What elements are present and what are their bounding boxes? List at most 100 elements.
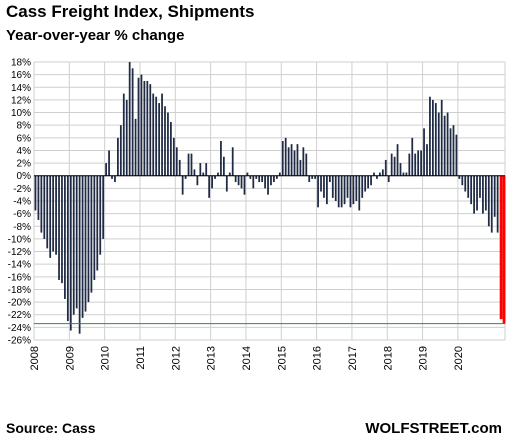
x-tick-label: 2017	[347, 346, 359, 370]
bar	[443, 115, 446, 176]
bar	[446, 112, 449, 176]
bar	[75, 175, 78, 309]
bar	[193, 169, 196, 176]
bar	[476, 175, 478, 211]
bar	[40, 175, 43, 233]
bar	[196, 175, 199, 186]
bar	[379, 172, 381, 176]
bar	[423, 128, 425, 176]
bar	[496, 175, 499, 233]
y-tick-label: 18%	[11, 58, 31, 69]
bar	[184, 175, 187, 179]
bar	[296, 144, 299, 176]
bar	[93, 175, 96, 280]
y-tick-label: -22%	[8, 310, 31, 321]
bar	[331, 175, 334, 198]
y-tick-label: -8%	[13, 222, 31, 233]
bar	[114, 175, 116, 183]
bar	[178, 159, 181, 176]
grid	[33, 61, 506, 341]
bar	[167, 112, 169, 176]
bar	[72, 175, 75, 315]
bar	[387, 175, 390, 183]
bar	[343, 175, 346, 205]
bar	[237, 175, 240, 186]
bar	[252, 175, 255, 189]
y-tick-label: -24%	[8, 323, 31, 334]
bar	[487, 175, 490, 227]
x-tick-label: 2020	[453, 346, 465, 370]
y-tick-label: 14%	[11, 83, 31, 94]
y-tick-label: 4%	[17, 146, 32, 157]
y-tick-label: 12%	[11, 95, 31, 106]
bar	[405, 172, 408, 176]
bar	[337, 175, 340, 208]
bar	[61, 175, 63, 284]
bar	[376, 175, 378, 179]
bar	[311, 175, 314, 179]
y-tick-label: -14%	[8, 260, 31, 271]
bar	[228, 172, 231, 176]
bar	[231, 147, 234, 176]
x-tick-label: 2015	[276, 346, 288, 370]
bar	[66, 175, 69, 322]
bar	[479, 175, 481, 198]
bar	[302, 147, 305, 176]
bar	[46, 175, 49, 249]
bar	[417, 150, 420, 176]
x-tick-label: 2009	[64, 346, 76, 370]
bar	[155, 96, 158, 176]
bar	[281, 140, 284, 176]
y-tick-label: 8%	[17, 121, 32, 132]
bar	[429, 96, 431, 176]
bar	[299, 159, 302, 176]
x-tick-label: 2008	[29, 346, 41, 370]
bar	[217, 172, 219, 176]
chart-subtitle: Year-over-year % change	[6, 27, 185, 44]
bar	[499, 175, 503, 320]
bar	[34, 175, 37, 211]
bar	[490, 175, 493, 233]
y-tick-label: -10%	[8, 234, 31, 245]
bar	[246, 172, 249, 176]
bar	[99, 175, 102, 255]
x-axis: 2008 2009 2010 2011 2012 2013 2014 2015 2016 2017…	[29, 346, 465, 370]
bar	[270, 175, 272, 186]
bar	[364, 175, 367, 192]
bar	[172, 137, 175, 176]
bar	[273, 175, 275, 183]
bar	[137, 77, 140, 176]
bar	[287, 147, 290, 176]
y-tick-label: 6%	[17, 133, 32, 144]
bar	[484, 175, 487, 211]
bar	[264, 175, 266, 189]
bar	[393, 156, 396, 176]
bar	[464, 175, 467, 192]
bar	[128, 62, 131, 176]
bar	[455, 134, 458, 176]
bar	[164, 106, 166, 176]
bar	[275, 175, 278, 179]
bar	[334, 175, 337, 201]
bar	[220, 140, 222, 176]
bar	[134, 118, 137, 176]
y-tick-label: -20%	[8, 298, 31, 309]
bar	[208, 175, 211, 198]
x-tick-label: 2011	[135, 346, 147, 370]
bar	[440, 99, 443, 176]
bar	[175, 147, 178, 176]
y-tick-label: 0%	[17, 171, 32, 182]
bar	[108, 150, 110, 176]
bar	[449, 128, 452, 176]
bar	[102, 175, 105, 239]
bar	[90, 175, 93, 293]
bar	[305, 153, 308, 176]
bars	[34, 62, 506, 334]
bar	[202, 172, 205, 176]
bar	[473, 175, 475, 214]
bar	[240, 175, 243, 189]
bar	[352, 175, 355, 205]
y-tick-label: -4%	[13, 197, 31, 208]
bar	[470, 175, 473, 205]
